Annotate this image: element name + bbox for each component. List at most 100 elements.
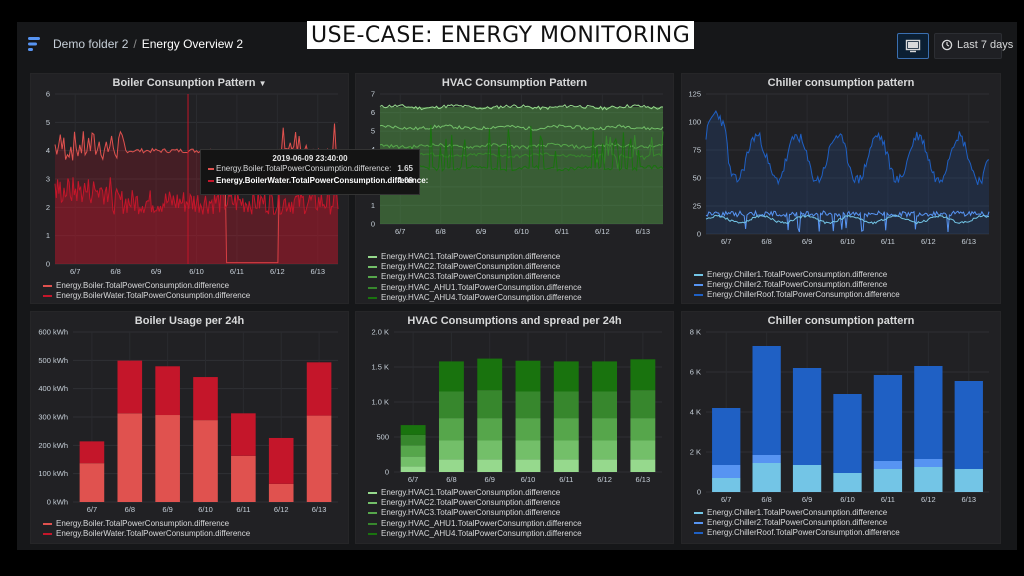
- legend-item[interactable]: Energy.HVAC1.TotalPowerConsumption.diffe…: [368, 488, 582, 498]
- bar-segment: [914, 366, 943, 459]
- series-line-chillerroof: [705, 110, 990, 186]
- boiler-usage-graph[interactable]: 0 kWh 100 kWh 200 kWh 300 kWh 400 kWh 500 kWh…: [31, 312, 348, 543]
- tooltip-value: 1.65: [397, 164, 413, 173]
- legend-item[interactable]: Energy.Chiller2.TotalPowerConsumption.di…: [694, 280, 900, 290]
- legend-item[interactable]: Energy.Chiller1.TotalPowerConsumption.di…: [694, 508, 900, 518]
- legend-item[interactable]: Energy.Boiler.TotalPowerConsumption.diff…: [43, 519, 250, 529]
- panel-chiller-consumption-pattern[interactable]: Chiller consumption pattern 0 25 50 75 100 12…: [681, 73, 1001, 304]
- bar-segment: [592, 361, 618, 392]
- panel-title[interactable]: HVAC Consumption Pattern: [441, 77, 588, 89]
- monitor-icon: [905, 39, 921, 53]
- chiller-stacked-graph[interactable]: 0 2 K 4 K 6 K 8 K 6/7 6/8 6/9 6/10 6/11 6/12 6/13: [682, 312, 1000, 543]
- legend-item[interactable]: Energy.HVAC2.TotalPowerConsumption.diffe…: [368, 498, 582, 508]
- hvac-spread-graph[interactable]: 0 500 1.0 K 1.5 K 2.0 K 6/7 6/8 6/9 6/10 6/11 6/12…: [356, 312, 673, 543]
- y-tick-label: 4 K: [690, 408, 701, 417]
- tv-mode-button[interactable]: [897, 33, 929, 59]
- legend-label: Energy.BoilerWater.TotalPowerConsumption…: [56, 291, 251, 301]
- panel-hvac-consumptions-spread[interactable]: HVAC Consumptions and spread per 24h 0 50…: [355, 311, 674, 544]
- time-range-picker[interactable]: Last 7 days: [934, 33, 1013, 59]
- bar-segment: [477, 440, 503, 460]
- bar-segment: [914, 467, 943, 492]
- legend-item[interactable]: Energy.BoilerWater.TotalPowerConsumption…: [43, 529, 250, 539]
- legend-item[interactable]: Energy.Chiller2.TotalPowerConsumption.di…: [694, 518, 900, 528]
- x-tick-label: 6/7: [721, 495, 731, 504]
- legend: Energy.HVAC1.TotalPowerConsumption.diffe…: [368, 252, 582, 303]
- bar-segment: [630, 390, 656, 419]
- y-tick-label: 0: [697, 488, 701, 497]
- panel-title[interactable]: Boiler Consunption Pattern ▼: [31, 77, 348, 89]
- y-tick-label: 1.5 K: [371, 363, 389, 372]
- breadcrumb-folder[interactable]: Demo folder 2: [53, 37, 129, 51]
- x-tick-label: 6/13: [961, 495, 976, 504]
- breadcrumb-dashboard[interactable]: Energy Overview 2: [141, 37, 244, 51]
- panel-boiler-consumption-pattern[interactable]: Boiler Consunption Pattern ▼ 0 1 2 3 4 5 6 6/7 6…: [30, 73, 349, 304]
- chiller-pattern-graph[interactable]: 0 25 50 75 100 125 6/7 6/8 6/9 6/10 6/11 6/12 6/13: [682, 74, 1000, 303]
- bar-segment: [553, 391, 579, 419]
- bar-segment: [792, 368, 822, 465]
- bar-segment: [515, 440, 541, 460]
- bar-segment: [515, 418, 541, 441]
- bar-segment: [155, 366, 180, 416]
- y-tick-label: 6: [46, 90, 50, 99]
- legend-item[interactable]: Energy.Boiler.TotalPowerConsumption.diff…: [43, 281, 250, 291]
- bar-segment: [630, 359, 656, 391]
- x-tick-label: 6/12: [595, 227, 610, 236]
- grafana-logo-icon[interactable]: [27, 36, 41, 52]
- bar-segment: [268, 437, 294, 484]
- y-tick-label: 6 K: [690, 368, 701, 377]
- legend-label: Energy.BoilerWater.TotalPowerConsumption…: [56, 529, 251, 539]
- legend-item[interactable]: Energy.HVAC_AHU4.TotalPowerConsumption.d…: [368, 293, 582, 303]
- panel-title[interactable]: Chiller consumption pattern: [767, 315, 915, 327]
- panel-boiler-usage-per-24h[interactable]: Boiler Usage per 24h 0 kWh 100 kWh 200 kWh…: [30, 311, 349, 544]
- breadcrumb-separator: /: [133, 37, 137, 51]
- hvac-pattern-graph[interactable]: 012345676/76/86/96/106/116/126/13: [356, 74, 673, 303]
- panel-title[interactable]: Chiller consumption pattern: [767, 77, 915, 89]
- legend-label: Energy.HVAC_AHU1.TotalPowerConsumption.d…: [381, 518, 582, 528]
- x-tick-label: 6/9: [162, 505, 172, 514]
- legend: Energy.Boiler.TotalPowerConsumption.diff…: [43, 519, 250, 539]
- legend-item[interactable]: Energy.HVAC1.TotalPowerConsumption.diffe…: [368, 252, 582, 262]
- panel-title[interactable]: HVAC Consumptions and spread per 24h: [407, 315, 622, 327]
- bar-segment: [592, 418, 618, 441]
- legend-label: Energy.Chiller1.TotalPowerConsumption.di…: [707, 270, 888, 279]
- legend-label: Energy.Boiler.TotalPowerConsumption.diff…: [56, 281, 230, 290]
- x-tick-label: 6/11: [230, 267, 244, 276]
- x-tick-label: 6/9: [151, 267, 161, 276]
- legend-item[interactable]: Energy.HVAC3.TotalPowerConsumption.diffe…: [368, 508, 582, 518]
- x-tick-label: 6/13: [961, 237, 976, 246]
- legend: Energy.Chiller1.TotalPowerConsumption.di…: [694, 270, 900, 301]
- chevron-down-icon[interactable]: ▼: [258, 79, 267, 88]
- bar-segment: [477, 390, 503, 419]
- legend-item[interactable]: Energy.BoilerWater.TotalPowerConsumption…: [43, 291, 250, 301]
- panel-title[interactable]: Boiler Usage per 24h: [134, 315, 245, 327]
- legend-item[interactable]: Energy.HVAC_AHU4.TotalPowerConsumption.d…: [368, 529, 582, 539]
- y-tick-label: 500: [376, 433, 389, 442]
- series-line-hvac: [379, 124, 664, 131]
- y-tick-label: 4: [46, 146, 50, 155]
- legend-item[interactable]: Energy.ChillerRoof.TotalPowerConsumption…: [694, 290, 900, 300]
- bar-segment: [752, 346, 781, 455]
- bar-segment: [954, 381, 983, 469]
- bar-segment: [79, 441, 105, 464]
- legend-label: Energy.Chiller2.TotalPowerConsumption.di…: [707, 280, 888, 290]
- legend-item[interactable]: Energy.HVAC2.TotalPowerConsumption.diffe…: [368, 262, 582, 272]
- legend-item[interactable]: Energy.HVAC_AHU1.TotalPowerConsumption.d…: [368, 519, 582, 529]
- x-tick-label: 6/13: [636, 475, 651, 484]
- bar-segment: [873, 375, 903, 461]
- boiler-pattern-graph[interactable]: 0 1 2 3 4 5 6 6/7 6/8 6/9 6/10 6/11 6/12 6/13: [31, 74, 348, 303]
- legend-label: Energy.ChillerRoof.TotalPowerConsumption…: [707, 290, 900, 300]
- bar-segment: [515, 360, 541, 392]
- bar-segment: [231, 455, 256, 502]
- x-tick-label: 6/11: [881, 495, 895, 504]
- legend-item[interactable]: Energy.ChillerRoof.TotalPowerConsumption…: [694, 528, 900, 538]
- panel-title-text: Boiler Consunption Pattern: [112, 77, 256, 89]
- panel-chiller-consumption-stacked[interactable]: Chiller consumption pattern 0 2 K 4 K 6 K 8 …: [681, 311, 1001, 544]
- legend-item[interactable]: Energy.HVAC_AHU1.TotalPowerConsumption.d…: [368, 283, 582, 293]
- legend-item[interactable]: Energy.HVAC3.TotalPowerConsumption.diffe…: [368, 272, 582, 282]
- legend-item[interactable]: Energy.Chiller1.TotalPowerConsumption.di…: [694, 270, 900, 280]
- bar-segment: [438, 418, 464, 441]
- bar-segment: [400, 456, 426, 467]
- y-tick-label: 5: [46, 118, 50, 127]
- y-tick-label: 25: [693, 202, 701, 211]
- y-tick-label: 2: [46, 203, 50, 212]
